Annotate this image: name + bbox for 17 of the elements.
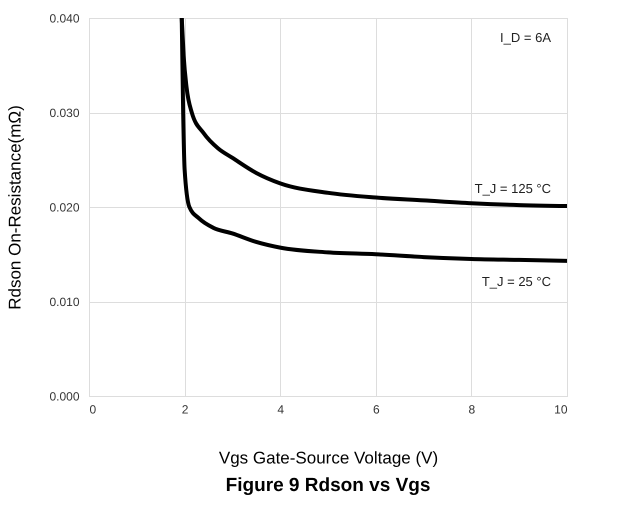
y-axis-title: Rdson On-Resistance(mΩ): [5, 105, 24, 310]
x-tick-label: 10: [554, 402, 568, 416]
x-tick-label: 4: [277, 402, 284, 416]
x-tick-label: 2: [182, 402, 189, 416]
x-tick-label: 6: [372, 402, 380, 416]
y-tick-label: 0.030: [49, 106, 80, 120]
annotation: I_D = 6A: [500, 30, 552, 45]
x-axis-title: Vgs Gate-Source Voltage (V): [218, 448, 438, 468]
x-tick-label: 0: [90, 402, 96, 416]
annotation: T_J = 25 °C: [482, 274, 551, 289]
y-tick-label: 0.020: [49, 200, 80, 214]
y-tick-label: 0.010: [49, 295, 80, 309]
text: Figure 9 Rdson vs Vgs: [226, 475, 430, 496]
y-tick-label: 0.000: [49, 390, 80, 404]
y-tick-label: 0.040: [49, 12, 80, 26]
annotation: T_J = 125 °C: [474, 181, 551, 196]
x-tick-label: 8: [468, 402, 476, 416]
